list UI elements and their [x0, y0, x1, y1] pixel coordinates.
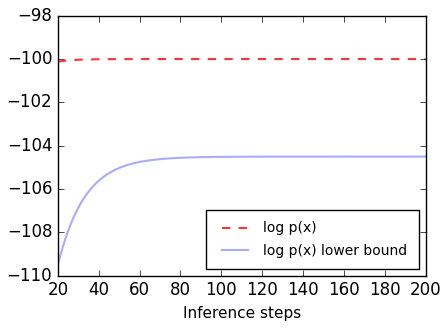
log p(x)	[55, 60, 60, 64]
Line: log p(x): log p(x)	[58, 59, 426, 62]
log p(x)	[357, 57, 362, 61]
log p(x)	[254, 57, 259, 61]
log p(x) lower bound	[55, 263, 60, 267]
log p(x)	[230, 57, 235, 61]
log p(x)	[274, 57, 280, 61]
log p(x) lower bound	[423, 154, 428, 158]
log p(x) lower bound	[230, 155, 235, 159]
log p(x)	[232, 57, 237, 61]
Legend: log p(x), log p(x) lower bound: log p(x), log p(x) lower bound	[207, 210, 418, 269]
log p(x) lower bound	[414, 154, 419, 158]
X-axis label: Inference steps: Inference steps	[182, 306, 301, 321]
log p(x)	[423, 57, 428, 61]
Line: log p(x) lower bound: log p(x) lower bound	[58, 156, 426, 265]
log p(x) lower bound	[274, 155, 280, 159]
log p(x) lower bound	[357, 154, 362, 158]
log p(x)	[414, 57, 419, 61]
log p(x) lower bound	[232, 155, 237, 159]
log p(x) lower bound	[254, 155, 259, 159]
